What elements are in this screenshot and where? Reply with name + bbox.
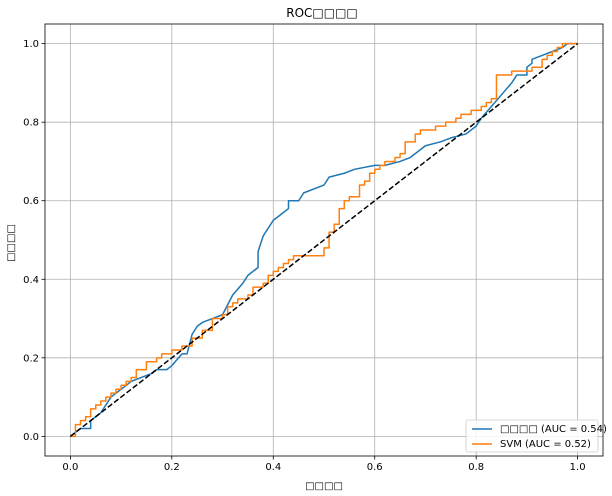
y-axis-title: □□□□ [6,224,17,262]
x-tick-label: 0.4 [265,462,281,473]
x-tick-label: 1.0 [570,462,586,473]
y-tick-label: 0.6 [23,196,39,207]
chart-title: ROC□□□□ [286,6,358,20]
series-group [69,42,579,438]
x-tick-label: 0.8 [468,462,484,473]
ticks: 0.0 0.2 0.4 0.6 0.8 1.0 0.0 0.2 0.4 0.6 0.8 1.0 [23,39,585,473]
x-tick-label: 0.0 [62,462,78,473]
x-axis-title: □□□□ [305,481,343,492]
plot-frame [44,23,604,457]
y-tick-label: 0.4 [23,275,39,286]
legend-box [465,419,599,453]
y-tick-label: 0.2 [23,353,39,364]
y-tick-label: 1.0 [23,39,39,50]
legend-label-series-0: □□□□ (AUC = 0.54) [500,424,607,435]
x-tick-label: 0.6 [367,462,383,473]
y-tick-label: 0.8 [23,118,39,129]
x-tick-label: 0.2 [164,462,180,473]
legend: □□□□ (AUC = 0.54) SVM (AUC = 0.52) [465,419,607,453]
y-tick-label: 0.0 [23,432,39,443]
legend-label-series-1: SVM (AUC = 0.52) [500,439,591,450]
series-line-0 [69,42,578,437]
series-line-1 [70,42,578,438]
grid [45,24,603,456]
diagonal-reference-line [69,43,579,437]
